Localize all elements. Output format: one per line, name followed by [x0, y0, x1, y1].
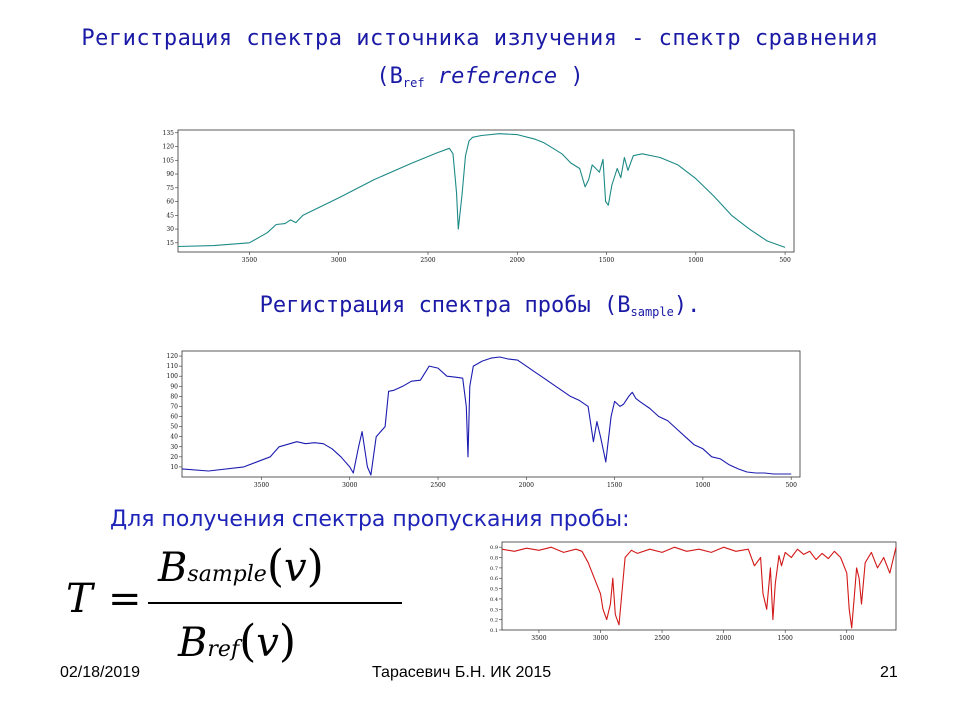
- sample-title-post: ).: [673, 293, 701, 318]
- x-tick-label: 500: [785, 482, 797, 489]
- x-tick-label: 1000: [695, 482, 710, 489]
- x-tick-label: 1000: [839, 635, 854, 642]
- numerator-symbol: B: [158, 545, 188, 591]
- denominator-symbol: B: [178, 620, 208, 666]
- y-tick-label: 120: [167, 353, 179, 360]
- reference-spectrum-chart: 3500 3000 2500 2000 1500 1000 500 15 30 45 60 75 90 1…: [163, 129, 795, 264]
- numerator-arg: v: [283, 545, 307, 591]
- slide-subtitle: (Bref reference ): [0, 64, 960, 90]
- x-tick-label: 3500: [254, 482, 269, 489]
- transmittance-note: Для получения спектра пропускания пробы:: [110, 507, 630, 532]
- y-tick-label: 0.3: [490, 607, 498, 613]
- sample-title-sub: sample: [630, 305, 674, 319]
- x-tick-label: 1500: [778, 635, 793, 642]
- plot-frame: [501, 541, 897, 631]
- sample-spectrum-chart: 3500 3000 2500 2000 1500 1000 500 10 20 30 40 50 60 7…: [167, 350, 801, 489]
- y-tick-label: 90: [170, 383, 178, 390]
- y-tick-label: 90: [166, 171, 174, 178]
- y-tick-label: 60: [166, 199, 174, 206]
- y-tick-label: 0.2: [490, 618, 498, 624]
- denominator-lparen: (: [239, 616, 257, 667]
- y-tick-label: 10: [170, 464, 178, 471]
- x-tick-label: 2500: [430, 482, 445, 489]
- x-tick-label: 3500: [242, 257, 257, 264]
- denominator-arg: v: [256, 620, 279, 666]
- y-tick-label: 30: [170, 444, 178, 451]
- y-tick-label: 20: [170, 454, 178, 461]
- x-tick-label: 1000: [688, 257, 703, 264]
- y-tick-label: 0.8: [490, 556, 498, 562]
- y-tick-label: 75: [166, 185, 174, 192]
- sample-title-pre: Регистрация спектра пробы (B: [259, 293, 631, 318]
- numerator-lparen: (: [266, 541, 284, 592]
- y-tick-label: 0.5: [490, 587, 498, 593]
- y-tick-label: 100: [167, 373, 179, 380]
- series-line-reference: [177, 133, 786, 248]
- formula-numerator: Bsample(v): [158, 541, 324, 592]
- numerator-sub: sample: [187, 562, 267, 587]
- subtitle-sub: ref: [402, 76, 425, 90]
- x-tick-label: 2000: [716, 635, 731, 642]
- y-tick-label: 110: [167, 363, 179, 370]
- subtitle-open: (B: [376, 64, 403, 89]
- x-tick-label: 1500: [607, 482, 622, 489]
- x-tick-label: 3000: [331, 257, 346, 264]
- numerator-rparen: ): [306, 541, 324, 592]
- y-tick-label: 0.4: [490, 597, 498, 603]
- x-tick-label: 2500: [420, 257, 435, 264]
- plot-frame: [181, 350, 801, 478]
- slide-title: Регистрация спектра источника излучения …: [81, 26, 879, 51]
- y-tick-label: 0.1: [490, 628, 498, 634]
- formula-denominator: Bref(v): [178, 616, 296, 667]
- x-tick-label: 3500: [531, 635, 546, 642]
- y-tick-label: 45: [166, 212, 174, 219]
- series-line-transmittance: [501, 546, 897, 629]
- x-tick-label: 1500: [599, 257, 614, 264]
- x-tick-label: 2000: [519, 482, 534, 489]
- formula-equals: =: [108, 576, 142, 622]
- y-tick-label: 50: [170, 424, 178, 431]
- subtitle-word: reference: [437, 64, 558, 89]
- denominator-rparen: ): [278, 616, 297, 667]
- y-tick-label: 0.6: [490, 576, 498, 582]
- fraction-bar: [148, 602, 402, 604]
- y-tick-label: 135: [163, 130, 175, 137]
- y-tick-label: 120: [163, 144, 175, 151]
- x-tick-label: 2500: [654, 635, 669, 642]
- plot-frame: [177, 129, 795, 253]
- sample-title: Регистрация спектра пробы (Bsample).: [0, 293, 960, 319]
- footer-date: 02/18/2019: [60, 664, 141, 681]
- footer-page-number: 21: [880, 664, 898, 681]
- x-tick-label: 500: [779, 257, 791, 264]
- y-tick-label: 60: [170, 414, 178, 421]
- formula-lhs: T: [66, 576, 93, 622]
- y-tick-label: 0.9: [490, 545, 498, 551]
- x-tick-label: 3000: [593, 635, 608, 642]
- y-tick-label: 15: [166, 240, 174, 247]
- y-tick-label: 40: [170, 434, 178, 441]
- subtitle-close: ): [557, 64, 584, 89]
- x-tick-label: 2000: [510, 257, 525, 264]
- y-tick-label: 105: [163, 157, 175, 164]
- footer-author: Тарасевич Б.Н. ИК 2015: [372, 664, 552, 681]
- y-tick-label: 70: [170, 403, 178, 410]
- y-tick-label: 30: [166, 226, 174, 233]
- denominator-sub: ref: [207, 637, 240, 662]
- series-line-sample: [181, 356, 792, 476]
- transmittance-spectrum-chart: 3500 3000 2500 2000 1500 1000 0.1 0.2 0.3 0.4 0.5 0…: [490, 541, 897, 642]
- y-tick-label: 0.7: [490, 566, 498, 572]
- x-tick-label: 3000: [342, 482, 357, 489]
- y-tick-label: 80: [170, 393, 178, 400]
